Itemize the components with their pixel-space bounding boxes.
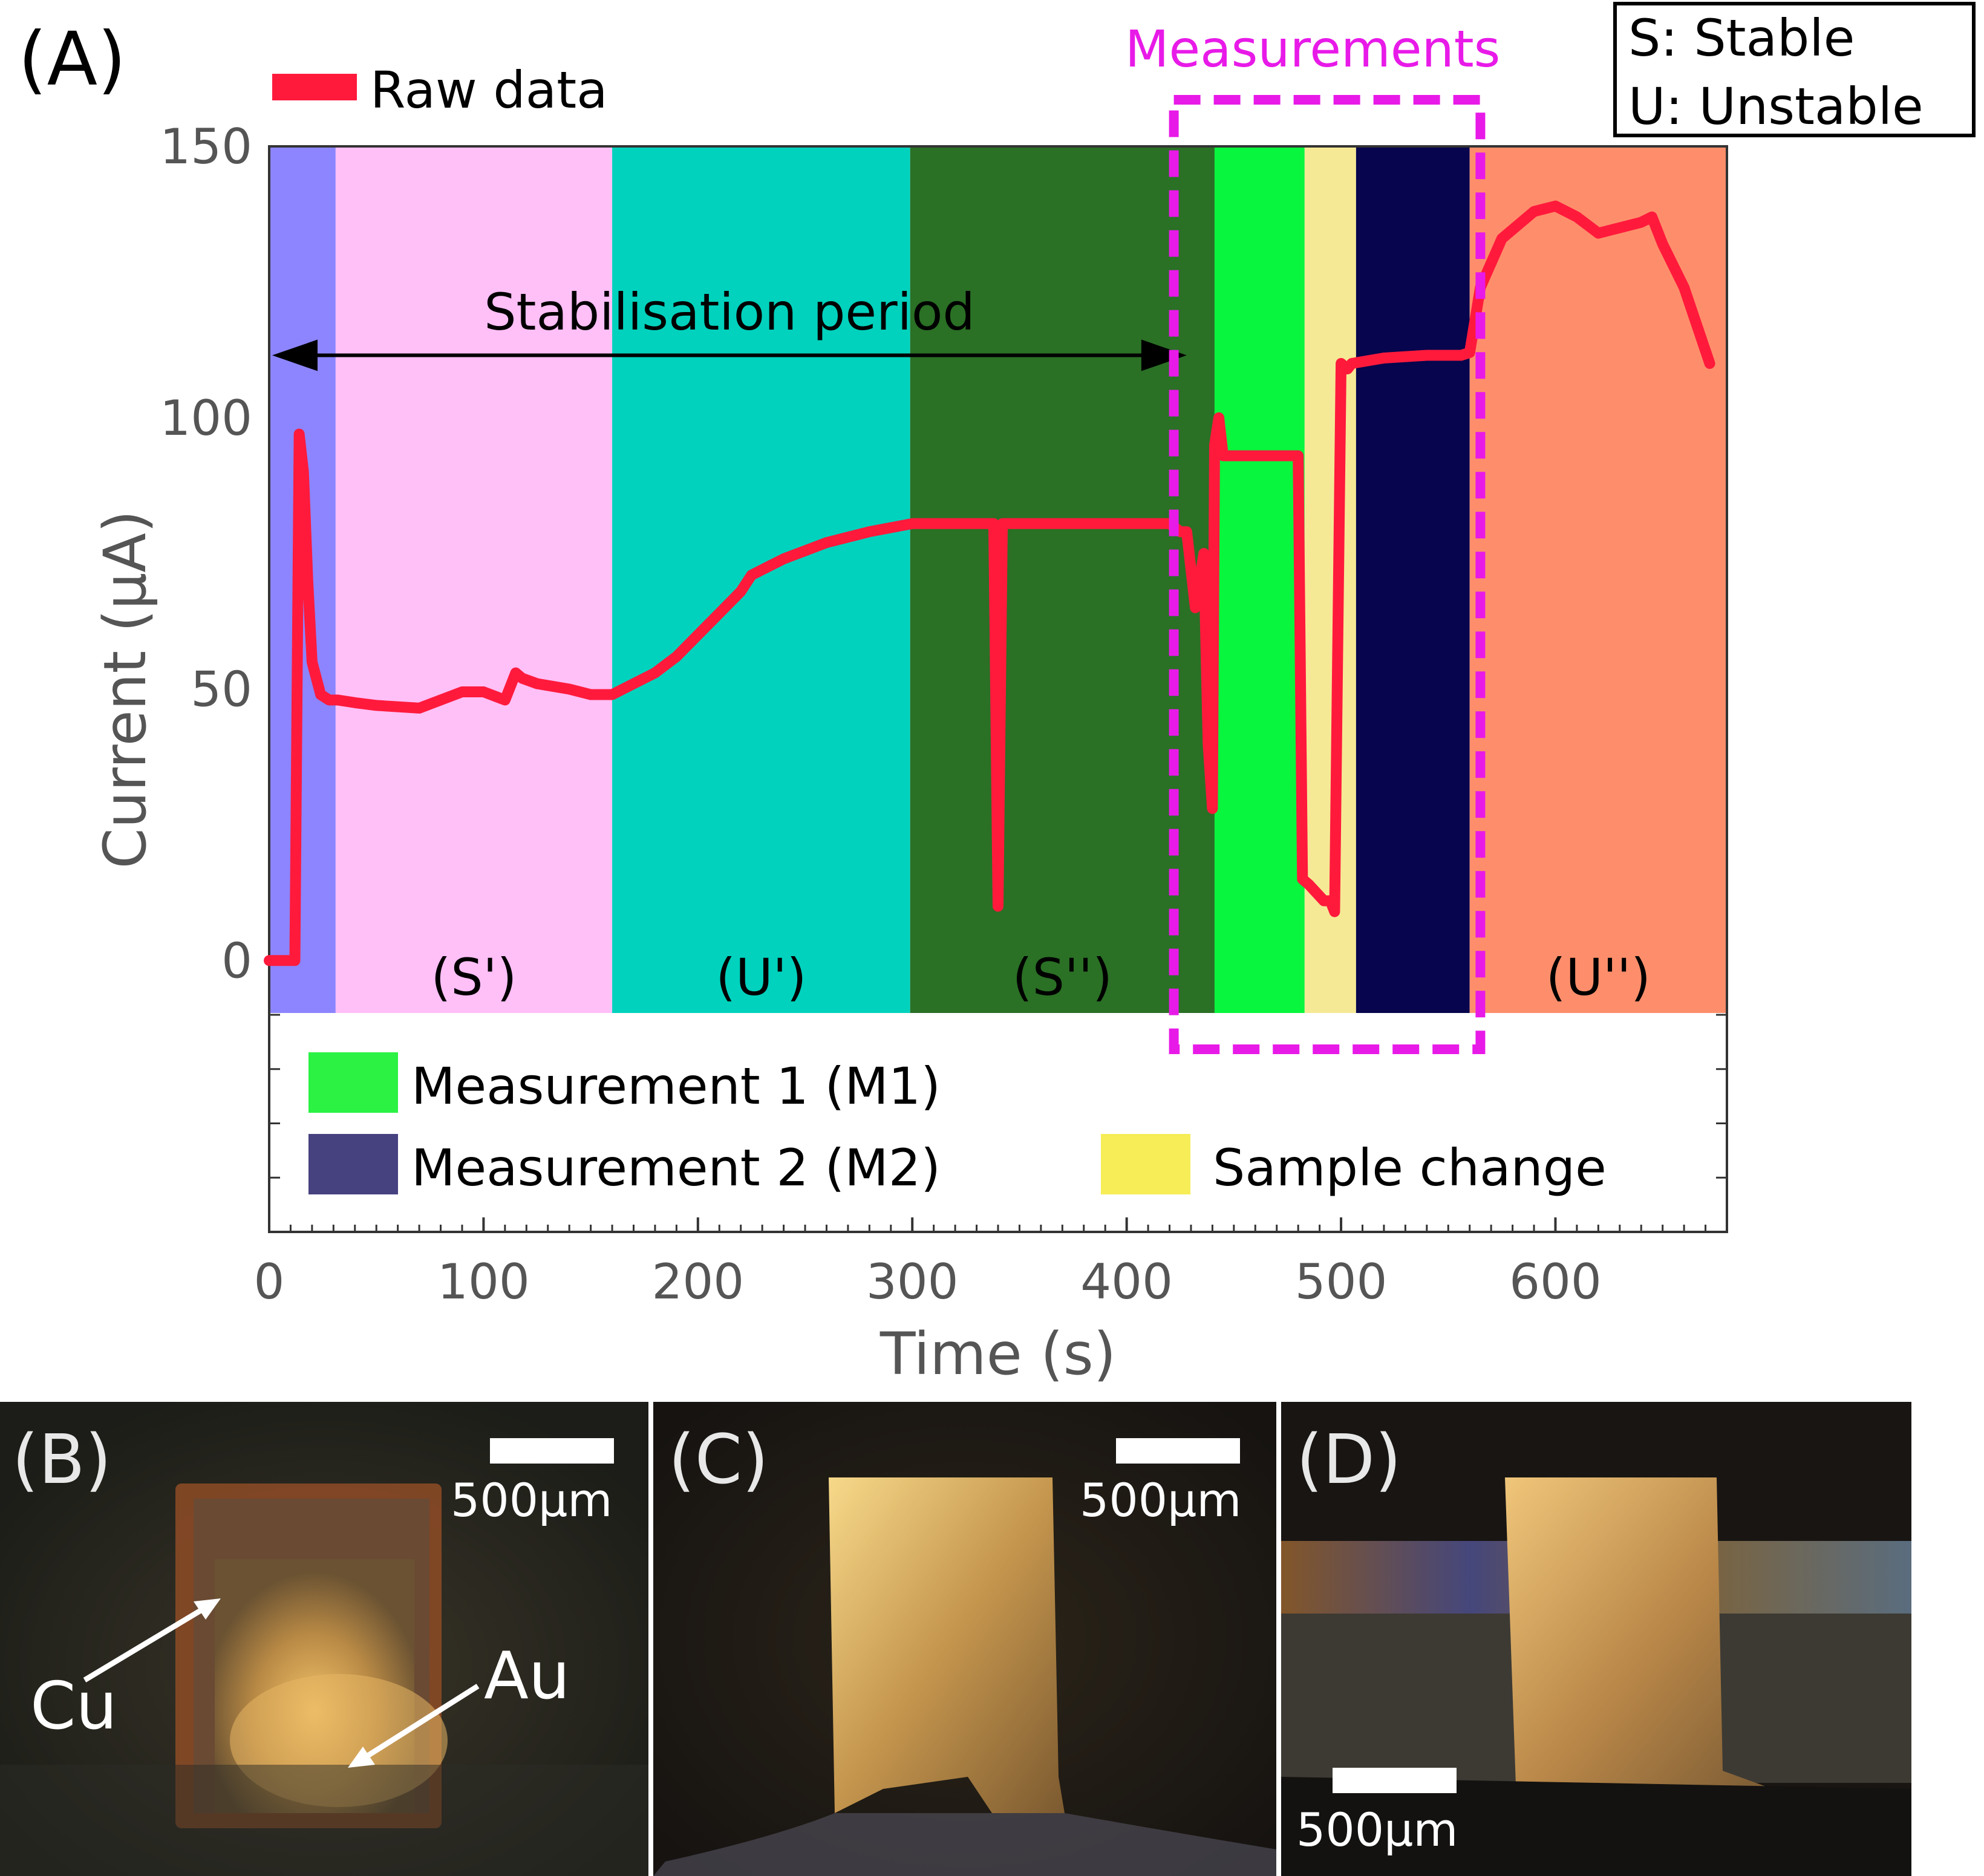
x-tick-label: 500 [1295,1254,1388,1310]
legend-sample-change-label: Sample change [1213,1138,1607,1197]
y-tick-label: 100 [160,390,252,446]
region-band-3 [910,146,1215,1013]
region-label-3: (S'') [1013,948,1112,1007]
legend-sample-change-swatch [1101,1134,1190,1194]
raw-data-line [264,200,1715,966]
micrograph-b: (B) 500μm Cu Au [0,1402,648,1876]
region-label-7: (U'') [1546,948,1651,1007]
scale-bar-d [1333,1768,1457,1793]
x-tick-label: 400 [1080,1254,1173,1310]
annotation-au: Au [484,1638,570,1714]
unstable-label: U: Unstable [1628,77,1924,136]
figure-panel-a: (A) Raw data S: Stable U: Unstable Measu… [18,2,1976,1388]
region-label-1: (S') [431,948,517,1007]
legend-raw-data-label: Raw data [370,60,608,120]
x-tick-label: 0 [254,1254,285,1310]
region-band-6 [1356,146,1470,1013]
x-tick-label: 600 [1509,1254,1602,1310]
region-band-7 [1469,146,1727,1013]
legend-m2-swatch [308,1134,398,1194]
scale-label-c: 500μm [1080,1473,1242,1527]
legend-m1-swatch [308,1052,398,1113]
scale-bar-c [1116,1438,1240,1464]
scale-label-b: 500μm [451,1473,613,1527]
x-tick-label: 300 [866,1254,959,1310]
panel-label-d: (D) [1296,1421,1402,1499]
micrograph-c: (C) 500μm [653,1402,1276,1876]
x-tick-label: 200 [651,1254,744,1310]
stabilisation-arrow-left-head [272,339,318,371]
micrograph-d: (D) 500μm [1281,1402,1911,1876]
micrograph-b-image [0,1402,648,1876]
stable-unstable-box [1613,2,1976,137]
x-tick-label: 100 [437,1254,530,1310]
stable-label: S: Stable [1628,8,1855,68]
y-tick-label: 50 [191,662,252,718]
scale-bar-b [490,1438,614,1464]
scale-label-d: 500μm [1296,1803,1458,1857]
stabilisation-period-label: Stabilisation period [484,282,975,342]
y-axis-label: Current (μA) [91,510,159,869]
annotation-arrows [83,1598,480,1768]
annotation-cu: Cu [30,1669,117,1744]
micrograph-d-image [1281,1402,1911,1876]
measurements-label: Measurements [1125,19,1500,79]
panel-label-a: (A) [18,16,126,102]
region-band-2 [612,146,910,1013]
legend-m1-label: Measurement 1 (M1) [411,1057,941,1116]
region-band-4 [1214,146,1305,1013]
y-tick-label: 150 [160,119,252,175]
stabilisation-arrow-right-head [1141,339,1187,371]
region-band-1 [335,146,613,1013]
measurements-dashed-box [1169,95,1486,1054]
legend-raw-data-swatch [272,74,357,100]
legend-m2-label: Measurement 2 (M2) [411,1138,941,1197]
micrograph-c-image [653,1402,1276,1876]
x-axis-label: Time (s) [879,1320,1116,1388]
panel-label-b: (B) [12,1421,112,1499]
y-tick-label: 0 [221,933,252,989]
region-label-2: (U') [716,948,806,1007]
panel-label-c: (C) [668,1421,769,1499]
